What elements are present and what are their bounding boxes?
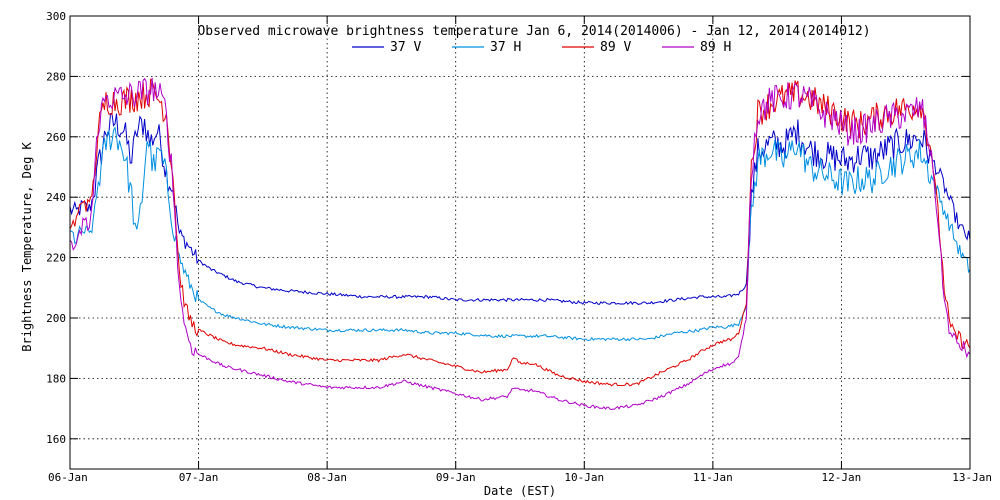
legend-label: 37 V <box>390 40 421 55</box>
y-tick-label: 220 <box>46 252 66 265</box>
y-tick-label: 240 <box>46 191 66 204</box>
series-line-89-v <box>69 78 971 387</box>
series-layer <box>69 77 971 411</box>
series-line-89-h <box>69 77 971 411</box>
y-tick-label: 200 <box>46 312 66 325</box>
chart-title: Observed microwave brightness temperatur… <box>197 24 870 39</box>
y-tick-label: 260 <box>46 131 66 144</box>
y-tick-label: 300 <box>46 10 66 23</box>
y-tick-label: 160 <box>46 433 66 446</box>
y-tick-label: 180 <box>46 372 66 385</box>
x-tick-label: 08-Jan <box>307 471 347 484</box>
x-tick-label: 09-Jan <box>436 471 476 484</box>
x-axis-title: Date (EST) <box>484 484 556 498</box>
x-tick-label: 12-Jan <box>822 471 862 484</box>
x-tick-label: 11-Jan <box>693 471 733 484</box>
plot-frame <box>69 15 971 470</box>
x-tick-label: 13-Jan <box>952 471 992 484</box>
x-tick-label: 06-Jan <box>48 471 88 484</box>
legend-label: 89 V <box>600 40 631 55</box>
axis-layer: 160 180 200 220 240 260 280 300 06-Jan 07-Jan 08-J… <box>46 10 992 484</box>
series-line-37-v <box>69 112 971 306</box>
legend: 37 V 37 H 89 V 89 H <box>352 40 731 55</box>
legend-label: 37 H <box>490 40 521 55</box>
x-tick-label: 10-Jan <box>564 471 604 484</box>
legend-label: 89 H <box>700 40 731 55</box>
grid-layer <box>70 16 970 469</box>
y-tick-label: 280 <box>46 70 66 83</box>
x-tick-label: 07-Jan <box>179 471 219 484</box>
y-axis-title: Brightness Temperature, Deg K <box>20 141 34 351</box>
series-line-37-h <box>69 126 971 342</box>
